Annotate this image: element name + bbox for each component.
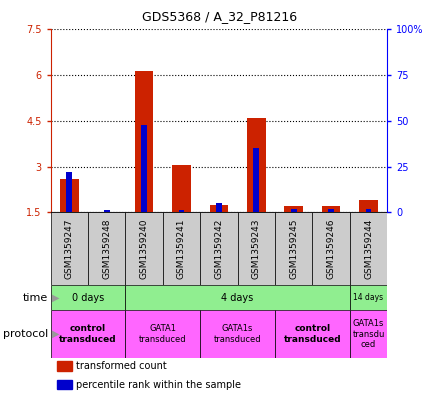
Bar [350, 310, 387, 358]
Text: GSM1359240: GSM1359240 [139, 219, 149, 279]
Bar [51, 212, 88, 285]
Bar [328, 209, 334, 212]
Bar [350, 212, 387, 285]
Bar [275, 310, 350, 358]
Text: GSM1359241: GSM1359241 [177, 219, 186, 279]
Bar [163, 212, 200, 285]
Bar [57, 380, 73, 389]
Bar [209, 205, 228, 212]
Bar [66, 172, 72, 212]
Text: GSM1359245: GSM1359245 [289, 219, 298, 279]
Bar [135, 71, 154, 212]
Bar [350, 285, 387, 310]
Bar [247, 118, 266, 212]
Text: GSM1359247: GSM1359247 [65, 219, 74, 279]
Text: GSM1359244: GSM1359244 [364, 219, 373, 279]
Text: protocol: protocol [3, 329, 48, 339]
Text: control
transduced: control transduced [59, 324, 117, 344]
Text: ▶: ▶ [51, 329, 59, 339]
Bar [51, 285, 125, 310]
Bar [125, 212, 163, 285]
Bar [125, 310, 200, 358]
Bar [172, 165, 191, 212]
Bar [284, 206, 303, 212]
Text: GDS5368 / A_32_P81216: GDS5368 / A_32_P81216 [143, 10, 297, 23]
Text: transformed count: transformed count [76, 361, 167, 371]
Bar [253, 148, 259, 212]
Text: GSM1359248: GSM1359248 [102, 219, 111, 279]
Bar [275, 212, 312, 285]
Bar [125, 285, 350, 310]
Text: GSM1359242: GSM1359242 [214, 219, 224, 279]
Text: percentile rank within the sample: percentile rank within the sample [76, 380, 241, 389]
Text: 14 days: 14 days [353, 293, 384, 302]
Bar [51, 310, 125, 358]
Text: 0 days: 0 days [72, 293, 104, 303]
Text: GSM1359243: GSM1359243 [252, 219, 261, 279]
Bar [141, 125, 147, 212]
Bar [200, 310, 275, 358]
Text: time: time [23, 293, 48, 303]
Bar [104, 210, 110, 212]
Bar [200, 212, 238, 285]
Text: GATA1s
transdu
ced: GATA1s transdu ced [352, 319, 385, 349]
Text: GATA1
transduced: GATA1 transduced [139, 324, 187, 344]
Text: GATA1s
transduced: GATA1s transduced [214, 324, 261, 344]
Bar [57, 361, 73, 371]
Text: 4 days: 4 days [221, 293, 254, 303]
Bar [238, 212, 275, 285]
Bar [291, 209, 297, 212]
Bar [359, 200, 378, 212]
Bar [60, 179, 79, 212]
Text: ▶: ▶ [51, 293, 59, 303]
Bar [179, 210, 184, 212]
Bar [312, 212, 350, 285]
Text: GSM1359246: GSM1359246 [326, 219, 336, 279]
Bar [88, 212, 125, 285]
Bar [366, 209, 371, 212]
Bar [322, 206, 341, 212]
Bar [216, 203, 222, 212]
Text: control
transduced: control transduced [284, 324, 341, 344]
